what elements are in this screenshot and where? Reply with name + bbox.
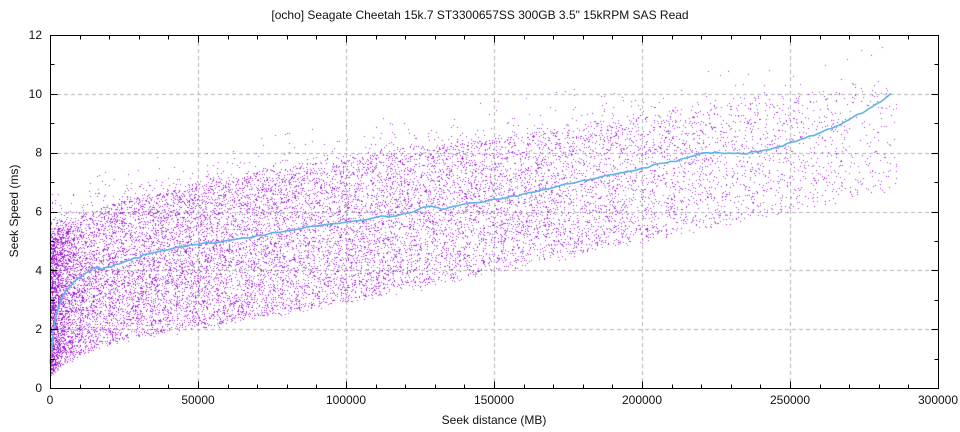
x-axis-title: Seek distance (MB) — [441, 413, 547, 427]
